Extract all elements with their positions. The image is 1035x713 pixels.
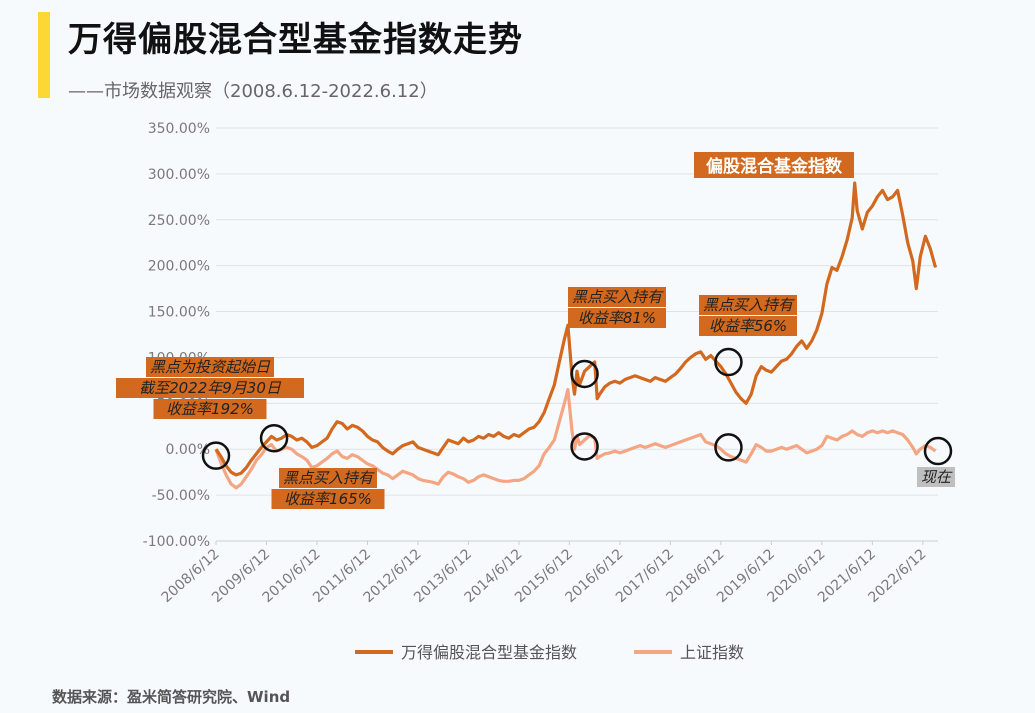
annotation-buy-2015: 收益率81%: [578, 309, 656, 327]
annotation-bg: [699, 295, 797, 315]
annotation-now: 现在: [921, 468, 953, 486]
marker-buy-2018-index: [714, 433, 743, 462]
annotation-bg: [146, 357, 274, 377]
y-tick-label: 150.00%: [148, 305, 210, 321]
y-tick-label: -50.00%: [152, 488, 210, 504]
legend-label: 上证指数: [680, 643, 744, 662]
annotation-start: 黑点为投资起始日: [150, 358, 271, 376]
marker-buy-2009: [259, 423, 289, 453]
y-tick-label: 250.00%: [148, 213, 210, 229]
annotation-bg: [116, 378, 304, 398]
annotation-bg: [279, 468, 377, 488]
series-label-bg: [694, 152, 854, 178]
annotation-bg: [271, 489, 385, 509]
marker-now: [923, 436, 953, 466]
series-label: 偏股混合基金指数: [706, 156, 843, 177]
series-line-fund-index: [214, 181, 938, 477]
annotation-buy-2009: 收益率165%: [284, 490, 372, 508]
data-source: 数据来源：盈米简答研究院、Wind: [52, 688, 291, 706]
y-tick-label: 300.00%: [148, 167, 210, 183]
marker-buy-2015-index: [570, 432, 599, 461]
annotation-bg: [568, 287, 666, 307]
y-tick-label: 200.00%: [148, 259, 210, 275]
y-tick-label: 0.00%: [166, 442, 210, 458]
page-title: 万得偏股混合型基金指数走势: [68, 20, 523, 60]
annotation-bg: [568, 308, 666, 328]
annotation-buy-2018: 收益率56%: [709, 317, 787, 335]
marker-buy-2015-fund: [570, 359, 599, 389]
marker-buy-2018-fund: [714, 347, 743, 377]
annotation-buy-2015: 黑点买入持有: [572, 288, 664, 306]
y-tick-label: -100.00%: [143, 534, 210, 550]
annotation-start: 截至2022年9月30日: [139, 379, 282, 397]
series-line-sse-index: [214, 388, 937, 490]
annotation-bg: [917, 467, 955, 487]
annotation-start: 收益率192%: [166, 400, 254, 418]
annotation-bg: [699, 316, 797, 336]
annotation-bg: [153, 399, 267, 419]
marker-start: [201, 441, 231, 470]
y-tick-label: 350.00%: [148, 121, 210, 137]
accent-bar: [38, 12, 50, 98]
legend-label: 万得偏股混合型基金指数: [401, 643, 577, 662]
annotation-buy-2018: 黑点买入持有: [703, 296, 795, 314]
annotation-buy-2009: 黑点买入持有: [283, 469, 375, 487]
page-subtitle: ——市场数据观察（2008.6.12-2022.6.12）: [68, 81, 438, 102]
